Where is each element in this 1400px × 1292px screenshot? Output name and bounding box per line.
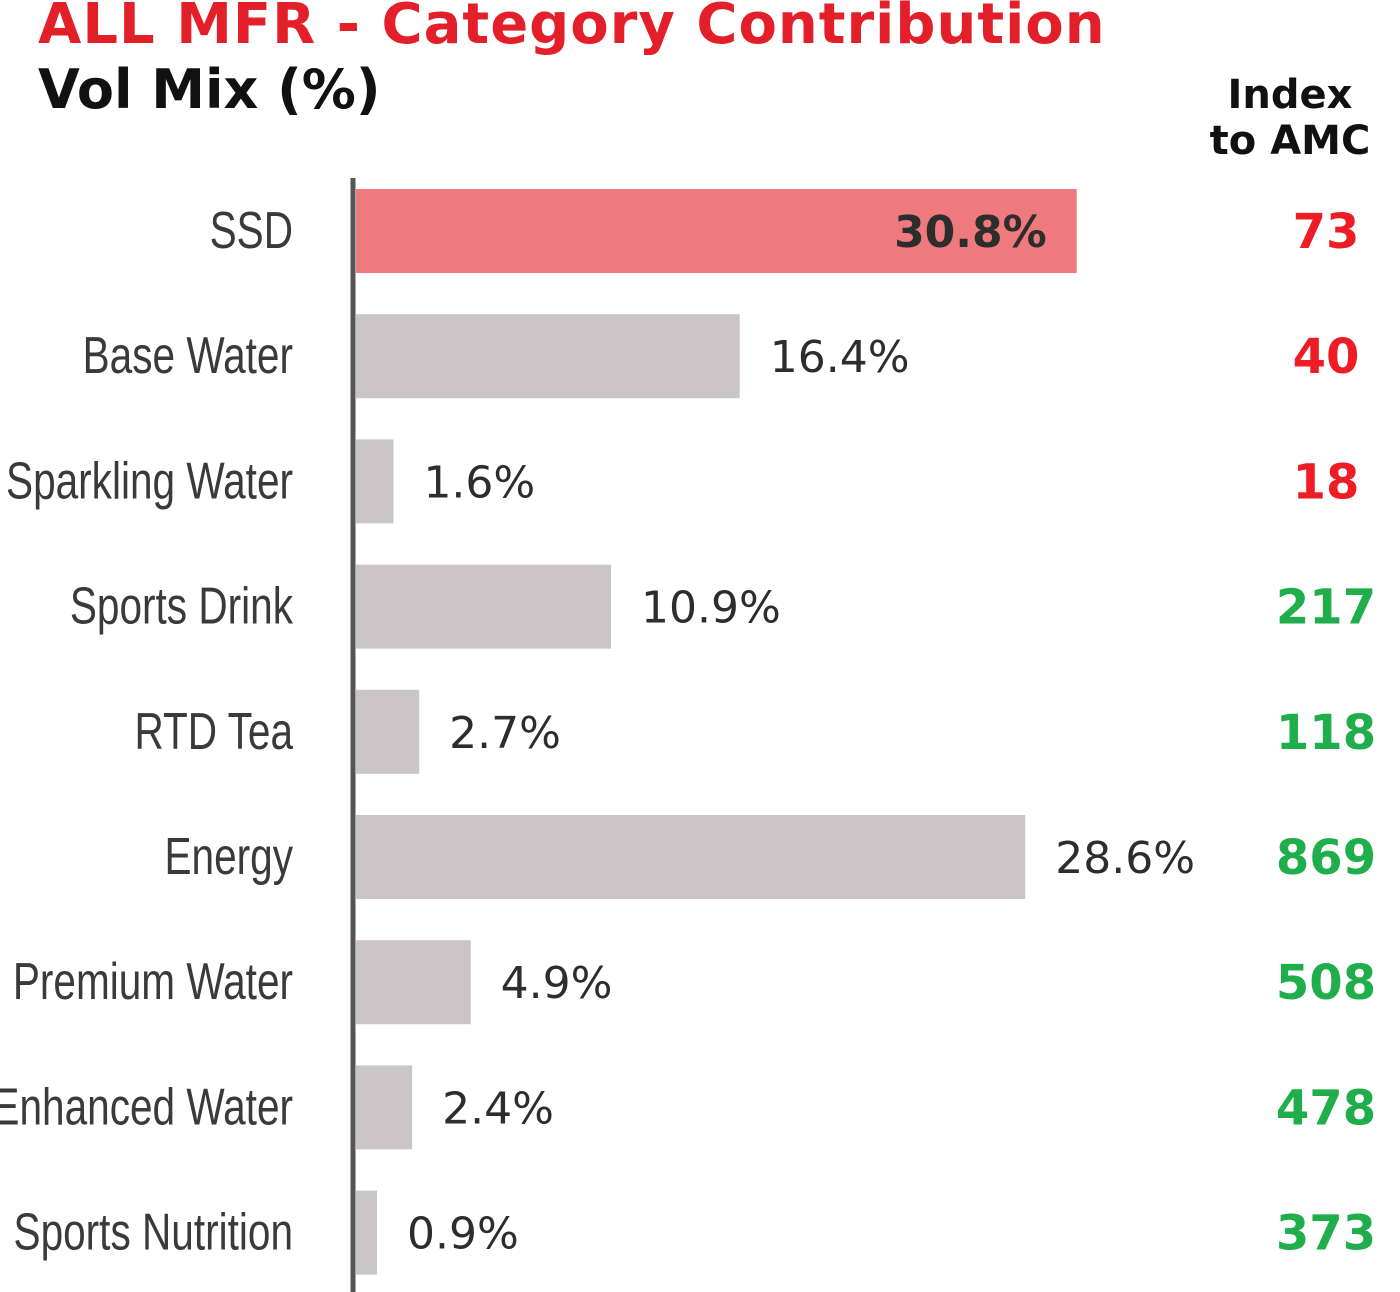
index-value: 869 bbox=[1276, 830, 1376, 886]
category-label: RTD Tea bbox=[134, 702, 293, 760]
value-label: 1.6% bbox=[423, 457, 535, 508]
bar-3 bbox=[356, 564, 612, 649]
value-label: 28.6% bbox=[1055, 833, 1195, 884]
category-label: Sports Drink bbox=[70, 577, 294, 635]
index-header-line-1: Index bbox=[1227, 72, 1353, 118]
value-label: 30.8% bbox=[894, 207, 1047, 258]
category-label: SSD bbox=[210, 201, 293, 259]
category-label: Enhanced Water bbox=[0, 1078, 293, 1136]
bar-1 bbox=[356, 314, 740, 399]
category-label: Base Water bbox=[83, 326, 293, 384]
category-label: Premium Water bbox=[13, 952, 293, 1010]
value-label: 16.4% bbox=[770, 332, 910, 383]
value-label: 2.4% bbox=[442, 1083, 554, 1134]
chart-subtitle: Vol Mix (%) bbox=[38, 58, 381, 121]
category-label: Energy bbox=[165, 827, 294, 885]
index-column-header: Index to AMC bbox=[1190, 72, 1390, 164]
bar-5 bbox=[356, 815, 1026, 899]
bar-0 bbox=[356, 189, 1077, 273]
index-value: 18 bbox=[1293, 454, 1360, 510]
category-label: Sports Nutrition bbox=[14, 1203, 293, 1261]
index-value: 478 bbox=[1276, 1080, 1376, 1136]
category-label: Sparkling Water bbox=[6, 452, 293, 510]
bar-4 bbox=[356, 689, 420, 774]
index-value: 508 bbox=[1276, 955, 1376, 1011]
index-value: 118 bbox=[1276, 705, 1376, 761]
index-value: 40 bbox=[1293, 329, 1360, 385]
index-value: 73 bbox=[1293, 204, 1360, 260]
bar-6 bbox=[356, 940, 471, 1025]
value-label: 10.9% bbox=[641, 583, 781, 634]
bar-8 bbox=[356, 1190, 378, 1275]
index-header-line-2: to AMC bbox=[1209, 118, 1371, 164]
bar-2 bbox=[356, 439, 394, 524]
index-value: 217 bbox=[1276, 580, 1376, 636]
chart-title: ALL MFR - Category Contribution bbox=[38, 0, 1106, 57]
value-label: 4.9% bbox=[501, 958, 613, 1009]
value-label: 0.9% bbox=[407, 1209, 519, 1260]
index-value: 373 bbox=[1276, 1206, 1376, 1262]
bar-7 bbox=[356, 1065, 413, 1150]
value-label: 2.7% bbox=[449, 708, 561, 759]
